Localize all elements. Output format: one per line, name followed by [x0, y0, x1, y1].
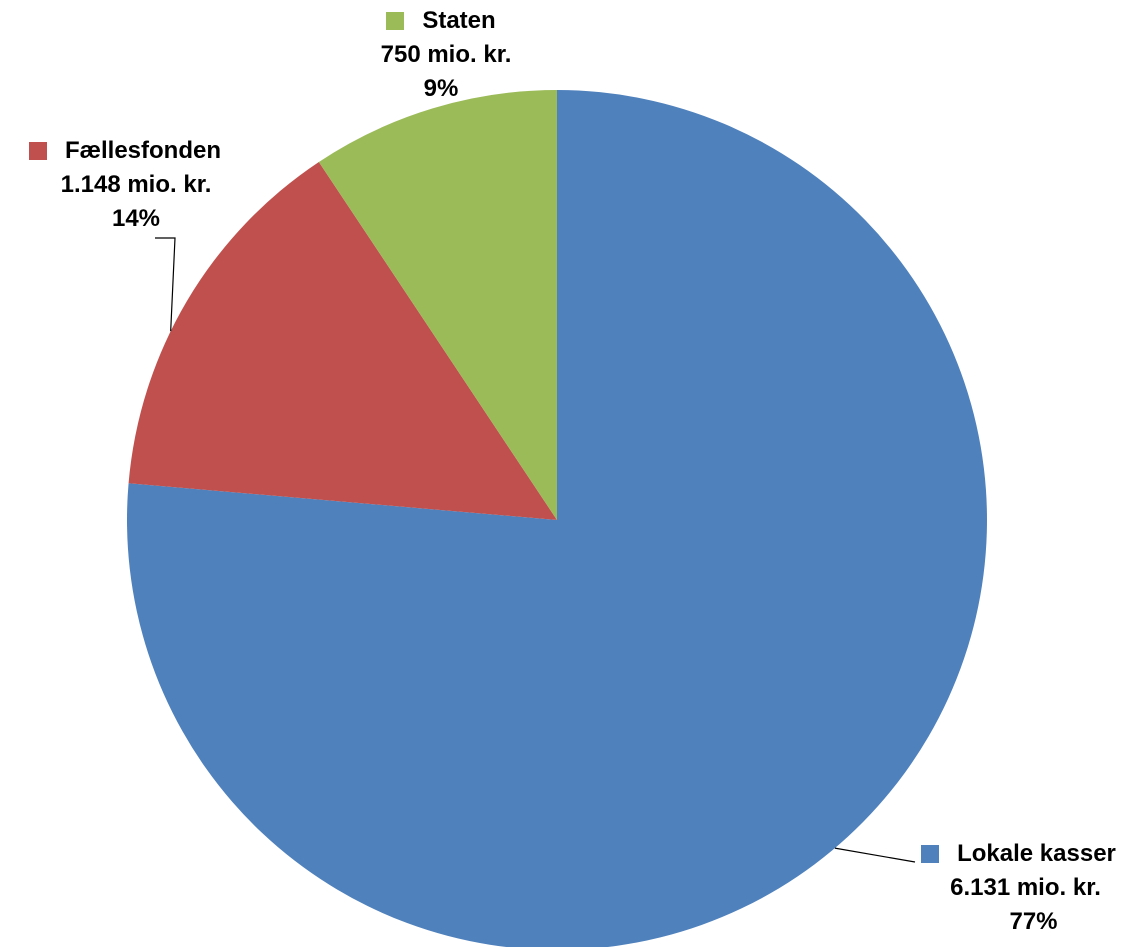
slice-name: Lokale kasser [957, 840, 1116, 867]
slice-value: 1.148 mio. kr. [60, 171, 212, 198]
leader-line-2 [155, 237, 176, 332]
data-label-faellesfonden: Fællesfonden 1.148 mio. kr. 14% [0, 134, 250, 236]
legend-key-staten [386, 12, 405, 30]
slice-name: Fællesfonden [64, 137, 221, 164]
legend-key-lokale-kasser [921, 845, 940, 863]
slice-value: 750 mio. kr. [380, 41, 512, 68]
slice-percent: 9% [423, 75, 459, 102]
pie-slice-3 [318, 90, 557, 520]
data-label-lokale-kasser: Lokale kasser 6.131 mio. kr. 77% [895, 837, 1142, 939]
pie-slice-2 [128, 161, 557, 520]
slice-percent: 14% [111, 205, 161, 232]
slice-value: 6.131 mio. kr. [950, 874, 1101, 901]
slice-name: Staten [422, 7, 496, 34]
leader-line-1 [834, 847, 916, 863]
legend-key-faellesfonden [28, 142, 47, 160]
pie-slice-1 [127, 90, 987, 947]
slice-percent: 77% [1009, 908, 1058, 935]
data-label-staten: Staten 750 mio. kr. 9% [316, 4, 566, 106]
